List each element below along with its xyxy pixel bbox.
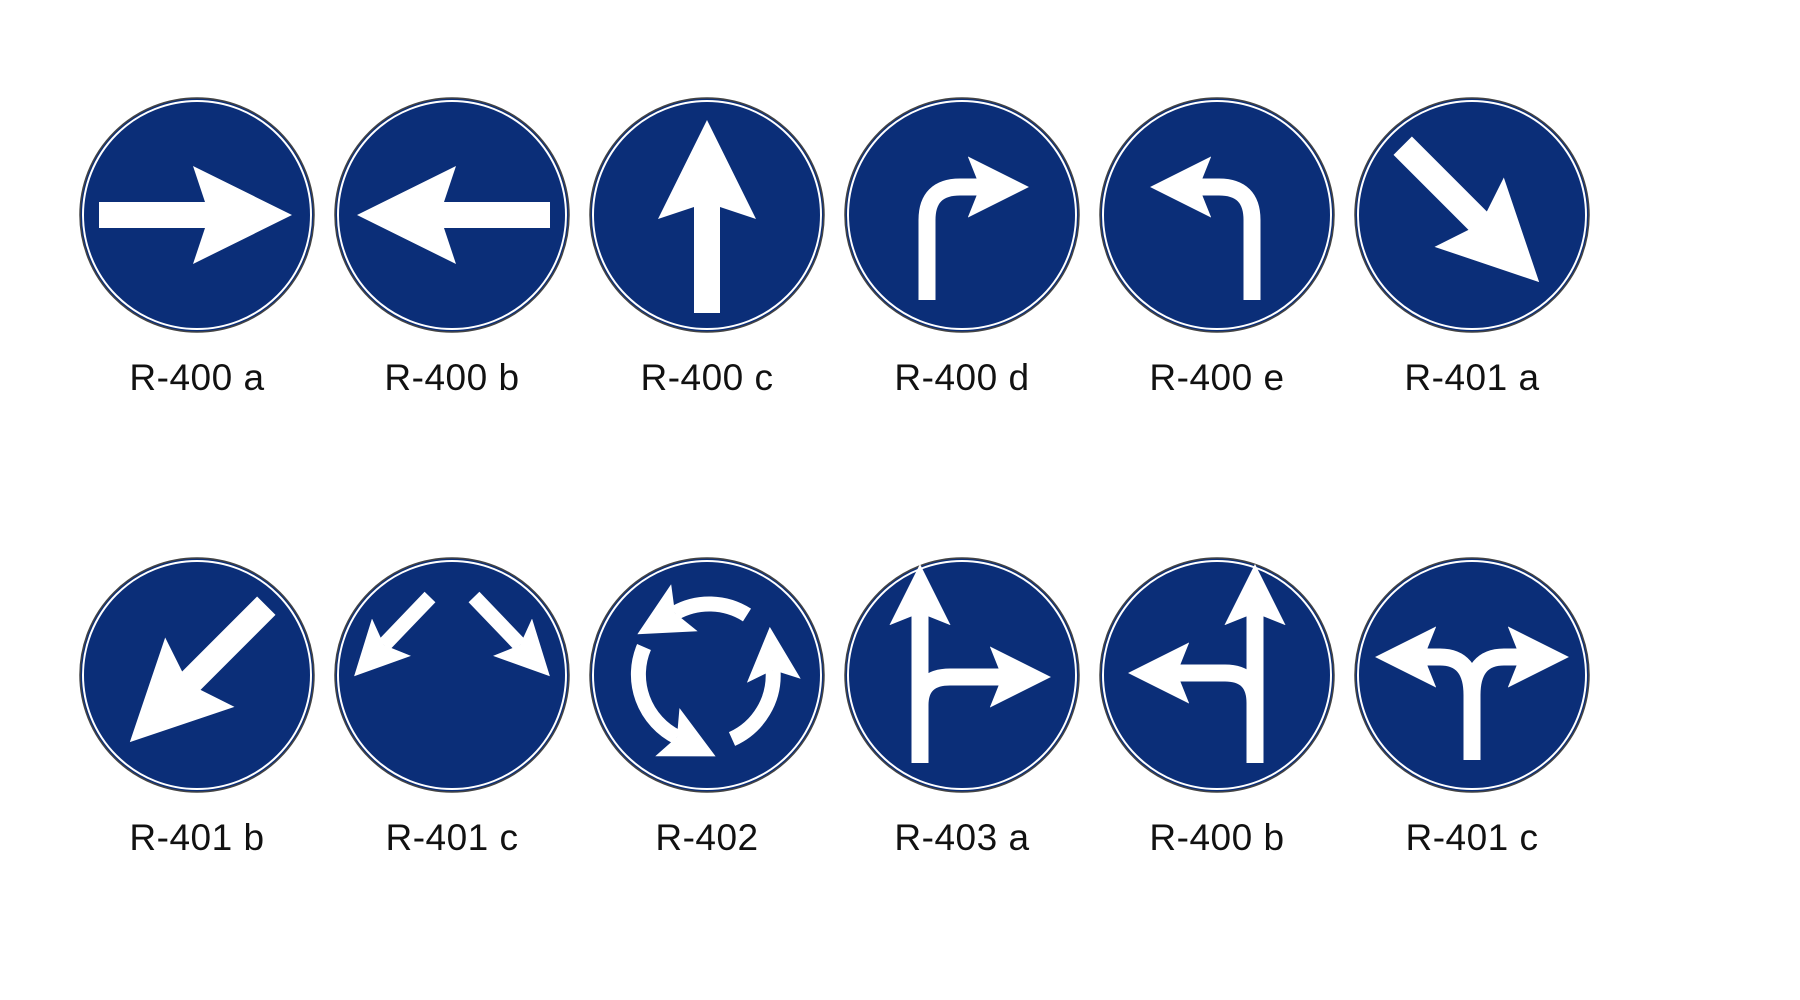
straight-or-right-icon bbox=[844, 557, 1080, 793]
sign-r400c: R-400 c bbox=[577, 95, 837, 399]
sign-label: R-401 b bbox=[129, 817, 265, 858]
roundabout-icon bbox=[589, 557, 825, 793]
sign-r402: R-402 bbox=[577, 555, 837, 859]
sign-label: R-400 b bbox=[1149, 817, 1285, 858]
sign-r400b-row2: R-400 b bbox=[1087, 555, 1347, 859]
arrow-right-icon bbox=[79, 97, 315, 333]
arrow-up-icon bbox=[589, 97, 825, 333]
sign-label: R-401 c bbox=[1405, 817, 1539, 858]
sign-r401c-row2: R-401 c bbox=[1342, 555, 1602, 859]
sign-label: R-400 b bbox=[384, 357, 520, 398]
sign-label: R-401 c bbox=[385, 817, 519, 858]
sign-label: R-402 bbox=[655, 817, 759, 858]
sign-r401c: R-401 c bbox=[322, 555, 582, 859]
sign-label: R-401 a bbox=[1404, 357, 1540, 398]
arrow-down-right-icon bbox=[1354, 97, 1590, 333]
sign-label: R-400 c bbox=[640, 357, 774, 398]
sign-r400b: R-400 b bbox=[322, 95, 582, 399]
fork-left-right-icon bbox=[1354, 557, 1590, 793]
sign-r403a: R-403 a bbox=[832, 555, 1092, 859]
sign-label: R-403 a bbox=[894, 817, 1030, 858]
straight-or-left-icon bbox=[1099, 557, 1335, 793]
sign-r400a: R-400 a bbox=[67, 95, 327, 399]
sign-r400e: R-400 e bbox=[1087, 95, 1347, 399]
arrow-down-left-icon bbox=[79, 557, 315, 793]
sign-label: R-400 e bbox=[1149, 357, 1285, 398]
sign-r401b: R-401 b bbox=[67, 555, 327, 859]
arrow-left-icon bbox=[334, 97, 570, 333]
sign-r401a: R-401 a bbox=[1342, 95, 1602, 399]
turn-right-icon bbox=[844, 97, 1080, 333]
turn-left-icon bbox=[1099, 97, 1335, 333]
sign-r400d: R-400 d bbox=[832, 95, 1092, 399]
split-diagonal-arrows-icon bbox=[334, 557, 570, 793]
sign-label: R-400 a bbox=[129, 357, 265, 398]
sign-label: R-400 d bbox=[894, 357, 1030, 398]
